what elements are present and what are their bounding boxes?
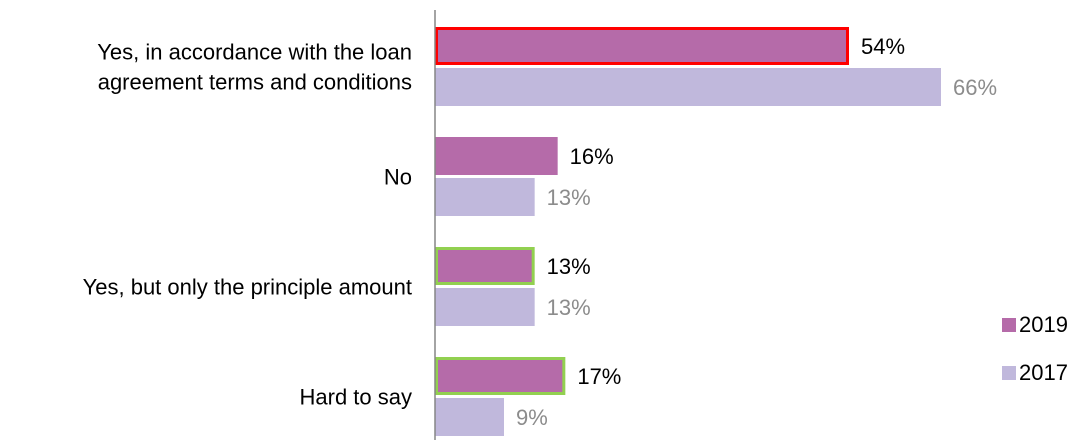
legend-swatch-2017: [1002, 366, 1016, 380]
value-label-2019-2: 13%: [547, 254, 591, 279]
category-label-1: No: [384, 165, 412, 190]
category-label-0-line1: agreement terms and conditions: [98, 70, 412, 95]
labels-group: 54% 66% Yes, in accordance with the loan ag…: [83, 34, 997, 430]
bar-2017-3: [435, 398, 504, 436]
legend-label-2019: 2019: [1019, 312, 1068, 337]
bar-2019-0: [435, 27, 849, 65]
bar-2017-2: [435, 288, 535, 326]
category-label-3: Hard to say: [300, 385, 413, 410]
bar-2019-3: [435, 357, 566, 395]
bar-2019-2: [435, 247, 535, 285]
value-label-2017-3: 9%: [516, 405, 548, 430]
bar-2019-1: [435, 137, 558, 175]
bar-2017-1: [435, 178, 535, 216]
value-label-2017-0: 66%: [953, 75, 997, 100]
bar-2017-0: [435, 68, 941, 106]
legend: 2019 2017: [1002, 312, 1068, 385]
category-label-2: Yes, but only the principle amount: [83, 275, 412, 300]
legend-label-2017: 2017: [1019, 360, 1068, 385]
bars-group: [435, 27, 941, 436]
value-label-2017-1: 13%: [547, 185, 591, 210]
value-label-2017-2: 13%: [547, 295, 591, 320]
legend-swatch-2019: [1002, 318, 1016, 332]
value-label-2019-1: 16%: [570, 144, 614, 169]
value-label-2019-3: 17%: [577, 364, 621, 389]
value-label-2019-0: 54%: [861, 34, 905, 59]
category-label-0-line0: Yes, in accordance with the loan: [97, 40, 412, 65]
